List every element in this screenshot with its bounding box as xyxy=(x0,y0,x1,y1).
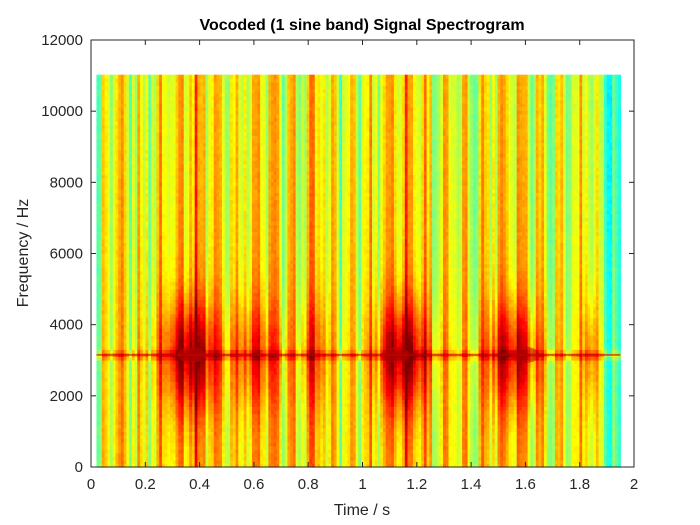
spectrogram-heatmap xyxy=(96,75,621,468)
